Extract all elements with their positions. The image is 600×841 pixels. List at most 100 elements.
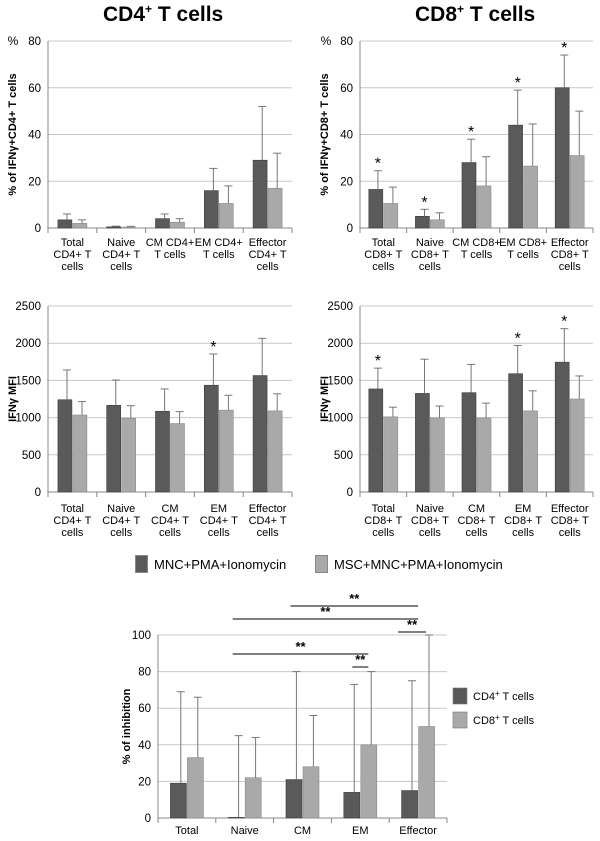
category-label-inhibition: EM [352, 825, 369, 837]
category-label-cd4-pct: EM CD4+ [195, 237, 243, 249]
ytick-label-inhibition: 40 [138, 740, 151, 752]
category-label-cd4-pct: cells [61, 261, 84, 273]
category-label-cd8-mfi: CD8+ T [411, 515, 449, 527]
significance-star-cd8-pct: * [421, 194, 427, 211]
category-label-cd8-mfi: cells [372, 527, 395, 539]
category-label-cd8-mfi: CD8+ T [457, 515, 495, 527]
bar-cd8-pct [383, 203, 399, 229]
category-label-cd8-pct: T cells [507, 249, 539, 261]
category-label-cd4-mfi: CD4+ T [102, 515, 140, 527]
inhibition-legend-swatch [452, 687, 468, 705]
category-label-cd4-mfi: Total [61, 503, 84, 515]
category-label-cd4-pct: cells [257, 261, 280, 273]
significance-star-cd8-pct: * [515, 75, 521, 92]
significance-star-cd8-pct: * [561, 40, 567, 57]
bar-inhibition [302, 766, 320, 819]
bar-cd4-pct [170, 221, 185, 229]
category-label-cd4-pct: Naive [107, 237, 135, 249]
category-label-cd8-mfi: Total [372, 503, 395, 515]
category-label-cd4-pct: CD4+ T [102, 249, 140, 261]
bar-inhibition [187, 757, 204, 819]
bar-inhibition [401, 790, 418, 819]
ytick-label-cd8-pct: 40 [340, 130, 353, 142]
ytick-label-cd8-pct: 60 [340, 83, 353, 95]
ytick-label-cd4-mfi: 500 [22, 450, 41, 462]
cd8-title-sup: + [457, 2, 465, 16]
ytick-label-cd8-mfi: 1000 [327, 413, 353, 425]
bar-cd4-pct [106, 226, 121, 229]
significance-label: ** [349, 591, 360, 606]
category-label-cd4-mfi: cells [159, 527, 182, 539]
inhibition-legend-swatch [452, 711, 468, 729]
significance-star-cd8-pct: * [468, 124, 474, 141]
category-label-cd8-pct: CD8+ T [411, 249, 449, 261]
bar-cd4-mfi [72, 414, 88, 493]
category-label-inhibition: Total [175, 825, 198, 837]
bar-cd8-mfi [415, 393, 430, 493]
category-label-cd8-pct: Total [372, 237, 395, 249]
legend-swatch-series1 [135, 555, 148, 573]
bar-cd4-pct [72, 223, 88, 229]
cd8-title-suffix: T cells [464, 3, 536, 26]
category-label-cd4-mfi: CD4+ T [249, 515, 287, 527]
ytick-label-cd4-mfi: 1000 [15, 413, 41, 425]
cd4-section-title: CD4+ T cells [103, 2, 223, 27]
category-label-cd8-pct: cells [419, 261, 442, 273]
category-label-cd4-mfi: cells [61, 527, 84, 539]
ytick-label-cd4-pct: 60 [28, 83, 41, 95]
significance-label: ** [407, 617, 418, 632]
unit-label-cd8-pct: % [321, 34, 332, 48]
category-label-inhibition: CM [294, 825, 311, 837]
bar-cd4-mfi [106, 405, 121, 493]
bar-cd4-mfi [252, 375, 268, 493]
y-axis-label-cd4-mfi: IFNγ MFI [7, 376, 19, 422]
bar-cd8-pct [368, 189, 384, 229]
significance-label: ** [320, 604, 331, 619]
bar-inhibition [418, 726, 435, 819]
category-label-cd8-mfi: EM [515, 503, 532, 515]
significance-star-cd8-mfi: * [561, 314, 567, 331]
category-label-cd4-pct: T cells [203, 249, 235, 261]
cd8-title-base: CD8 [415, 3, 458, 26]
bar-cd4-pct [155, 218, 170, 229]
category-label-cd8-pct: cells [559, 261, 582, 273]
bar-cd8-mfi [430, 417, 445, 493]
bar-cd4-pct [204, 190, 219, 229]
y-axis-label-cd8-mfi: IFNγ MFI [319, 376, 331, 422]
category-label-cd4-mfi: CM [161, 503, 178, 515]
bar-cd8-mfi [461, 392, 477, 493]
bar-cd8-pct [523, 165, 538, 229]
category-label-cd4-mfi: EM [211, 503, 228, 515]
bar-cd8-mfi [383, 416, 399, 493]
category-label-cd8-mfi: cells [559, 527, 582, 539]
legend-item-series2: MSC+MNC+PMA+Ionomycin [315, 555, 503, 573]
category-label-cd4-mfi: cells [110, 527, 133, 539]
cd4-title-suffix: T cells [152, 3, 224, 26]
bar-cd8-pct [508, 124, 523, 229]
legend-swatch-series2 [315, 555, 328, 573]
category-label-cd8-mfi: CD8+ T [551, 515, 589, 527]
category-label-cd8-pct: CM CD8+ [452, 237, 501, 249]
ytick-label-cd4-pct: 20 [28, 176, 41, 188]
category-label-cd8-mfi: cells [419, 527, 442, 539]
category-label-cd4-mfi: CD4+ T [151, 515, 189, 527]
ytick-label-inhibition: 60 [138, 703, 151, 715]
ytick-label-cd8-mfi: 0 [347, 487, 353, 499]
ytick-label-cd8-pct: 80 [340, 36, 353, 48]
y-axis-label-cd4-pct: % of IFNγ+CD4+ T cells [7, 73, 19, 195]
chart-inhibition: 0 20 40 60 80 100 Total Naive CM EM Effector % of i… [121, 591, 535, 837]
ytick-label-cd8-mfi: 2500 [327, 301, 353, 313]
category-label-cd8-pct: Effector [551, 237, 589, 249]
legend-label-series2: MSC+MNC+PMA+Ionomycin [334, 556, 503, 572]
bar-cd8-pct [430, 219, 445, 229]
bar-inhibition [285, 779, 303, 819]
category-label-cd4-mfi: Naive [107, 503, 135, 515]
bar-cd8-mfi [554, 361, 570, 493]
bar-cd8-pct [476, 185, 492, 229]
cd4-title-sup: + [145, 2, 153, 16]
category-label-cd8-pct: EM CD8+ [499, 237, 547, 249]
